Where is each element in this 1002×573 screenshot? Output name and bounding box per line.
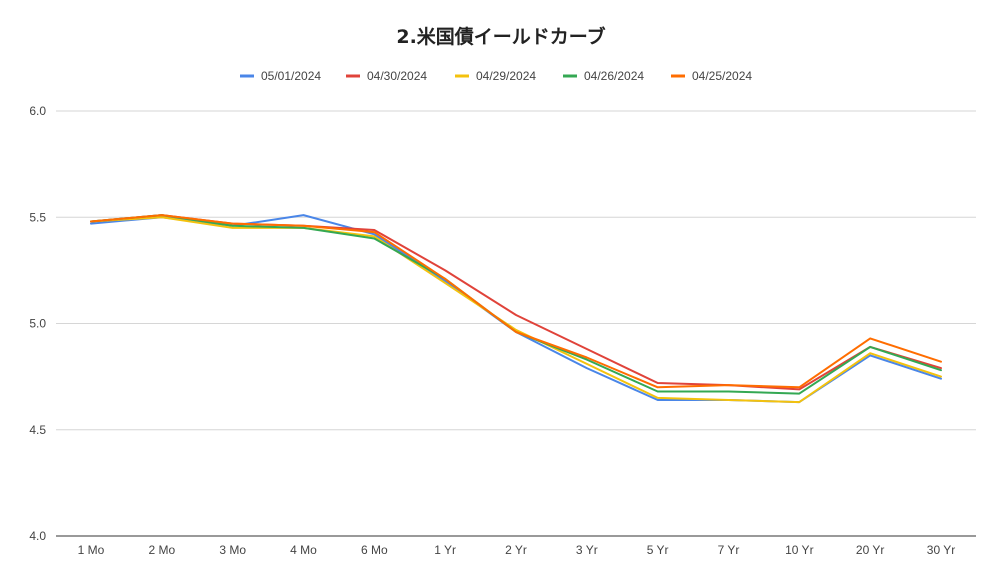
y-tick-label: 4.5 <box>29 423 46 437</box>
series-line-05-01-2024 <box>90 214 942 404</box>
x-tick-label: 6 Mo <box>361 543 388 557</box>
x-tick-label: 1 Mo <box>78 543 105 557</box>
x-tick-label: 7 Yr <box>718 543 740 557</box>
x-tick-label: 10 Yr <box>785 543 813 557</box>
gridlines <box>56 110 976 537</box>
x-tick-label: 4 Mo <box>290 543 317 557</box>
chart-title: 2.米国債イールドカーブ <box>396 25 605 48</box>
series-line-04-26-2024 <box>90 214 942 395</box>
x-tick-label: 30 Yr <box>927 543 955 557</box>
series-lines <box>90 214 942 404</box>
series-line-04-25-2024 <box>90 214 942 389</box>
x-tick-label: 20 Yr <box>856 543 884 557</box>
legend-item[interactable]: 04/26/2024 <box>563 69 644 83</box>
legend-item[interactable]: 05/01/2024 <box>240 69 321 83</box>
legend-item[interactable]: 04/29/2024 <box>455 69 536 83</box>
x-tick-label: 1 Yr <box>434 543 456 557</box>
series-line-04-30-2024 <box>90 214 942 391</box>
legend-label: 04/30/2024 <box>367 69 427 83</box>
legend[interactable]: 05/01/2024 04/30/2024 04/29/2024 04/26/2024… <box>240 69 752 83</box>
legend-item[interactable]: 04/30/2024 <box>346 69 427 83</box>
y-tick-label: 5.5 <box>29 210 46 224</box>
x-tick-label: 2 Yr <box>505 543 527 557</box>
y-tick-label: 6.0 <box>29 104 46 118</box>
y-axis-ticks: 4.0 4.5 5.0 5.5 6.0 <box>29 104 46 543</box>
legend-label: 04/25/2024 <box>692 69 752 83</box>
legend-item[interactable]: 04/25/2024 <box>671 69 752 83</box>
series-line-04-29-2024 <box>90 216 942 404</box>
legend-label: 05/01/2024 <box>261 69 321 83</box>
x-tick-label: 3 Mo <box>219 543 246 557</box>
x-axis-ticks: 1 Mo 2 Mo 3 Mo 4 Mo 6 Mo 1 Yr 2 Yr 3 Yr 5 Yr 7 Yr… <box>78 543 956 557</box>
legend-label: 04/29/2024 <box>476 69 536 83</box>
x-tick-label: 5 Yr <box>647 543 669 557</box>
y-tick-label: 5.0 <box>29 317 46 331</box>
legend-label: 04/26/2024 <box>584 69 644 83</box>
y-tick-label: 4.0 <box>29 529 46 543</box>
x-tick-label: 2 Mo <box>148 543 175 557</box>
x-tick-label: 3 Yr <box>576 543 598 557</box>
